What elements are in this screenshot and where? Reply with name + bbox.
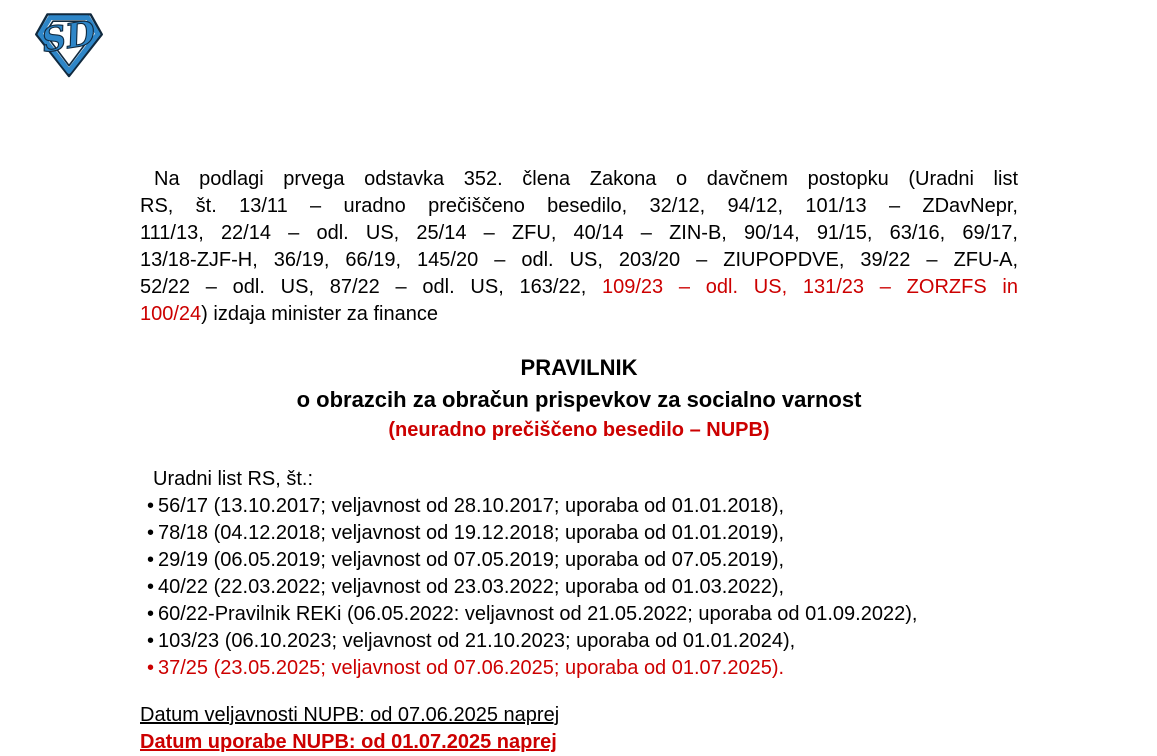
gazette-item: • 78/18 (04.12.2018; veljavnost od 19.12.… (140, 520, 1018, 547)
gazette-list: Uradni list RS, št.: • 56/17 (13.10.2017;… (140, 466, 1018, 682)
intro-text: Na podlagi prvega odstavka 352. člena Za… (154, 168, 1018, 190)
logo-shield-band (37, 15, 101, 74)
gazette-item-text: 29/19 (06.05.2019; veljavnost od 07.05.2… (158, 549, 785, 571)
validity-block: Datum veljavnosti NUPB: od 07.06.2025 na… (140, 702, 1018, 756)
intro-line: Na podlagi prvega odstavka 352. člena Za… (140, 166, 1018, 193)
intro-line: RS, št. 13/11 – uradno prečiščeno besedi… (140, 193, 1018, 220)
sd-shield-logo-svg: SD (35, 12, 103, 78)
bullet-icon: • (147, 576, 155, 598)
gazette-item: • 40/22 (22.03.2022; veljavnost od 23.03.… (140, 574, 1018, 601)
gazette-item-text: 103/23 (06.10.2023; veljavnost od 21.10.… (158, 630, 796, 652)
bullet-icon: • (147, 657, 155, 679)
gazette-item: • 29/19 (06.05.2019; veljavnost od 07.05.… (140, 547, 1018, 574)
intro-text: 111/13, 22/14 – odl. US, 25/14 – ZFU, 40… (140, 222, 1018, 244)
document-content: Na podlagi prvega odstavka 352. člena Za… (140, 166, 1018, 756)
bullet-icon: • (147, 630, 155, 652)
logo-letters: SD (39, 12, 98, 60)
gazette-item-text: 37/25 (23.05.2025; veljavnost od 07.06.2… (158, 657, 785, 679)
title-block: PRAVILNIK o obrazcih za obračun prispevk… (140, 352, 1018, 444)
gazette-item: • 56/17 (13.10.2017; veljavnost od 28.10.… (140, 493, 1018, 520)
gazette-item-text: 78/18 (04.12.2018; veljavnost od 19.12.2… (158, 522, 785, 544)
intro-line: 100/24) izdaja minister za finance (140, 301, 1018, 328)
gazette-item-current: • 37/25 (23.05.2025; veljavnost od 07.06.… (140, 655, 1018, 682)
intro-text: 13/18-ZJF-H, 36/19, 66/19, 145/20 – odl.… (140, 249, 1018, 271)
intro-line: 13/18-ZJF-H, 36/19, 66/19, 145/20 – odl.… (140, 247, 1018, 274)
gazette-item-text: 60/22-Pravilnik REKi (06.05.2022: veljav… (158, 603, 918, 625)
document-title-subject: o obrazcih za obračun prispevkov za soci… (296, 387, 862, 412)
gazette-item-text: 40/22 (22.03.2022; veljavnost od 23.03.2… (158, 576, 785, 598)
intro-text: 52/22 – odl. US, 87/22 – odl. US, 163/22… (140, 276, 602, 298)
logo-shield-outline (35, 13, 103, 78)
gazette-item: • 103/23 (06.10.2023; veljavnost od 21.10… (140, 628, 1018, 655)
intro-line: 52/22 – odl. US, 87/22 – odl. US, 163/22… (140, 274, 1018, 301)
gazette-item: • 60/22-Pravilnik REKi (06.05.2022: velja… (140, 601, 1018, 628)
gazette-item-text: 56/17 (13.10.2017; veljavnost od 28.10.2… (158, 495, 785, 517)
intro-text: RS, št. 13/11 – uradno prečiščeno besedi… (140, 195, 1018, 217)
bullet-icon: • (147, 549, 155, 571)
intro-text-red: 109/23 – odl. US, 131/23 – ZORZFS in (602, 276, 1018, 298)
gazette-heading: Uradni list RS, št.: (153, 468, 314, 490)
sd-shield-logo-icon: SD (29, 8, 109, 80)
intro-text: ) izdaja minister za finance (201, 303, 438, 325)
intro-line: 111/13, 22/14 – odl. US, 25/14 – ZFU, 40… (140, 220, 1018, 247)
intro-paragraph: Na podlagi prvega odstavka 352. člena Za… (140, 166, 1018, 328)
document-title-note: (neuradno prečiščeno besedilo – NUPB) (388, 419, 770, 441)
intro-text-red: 100/24 (140, 303, 202, 325)
document-title: PRAVILNIK (520, 355, 638, 380)
bullet-icon: • (147, 495, 155, 517)
bullet-icon: • (147, 522, 155, 544)
validity-date-line: Datum veljavnosti NUPB: od 07.06.2025 na… (140, 704, 560, 726)
logo-shield-inner-line (44, 20, 94, 67)
bullet-icon: • (147, 603, 155, 625)
